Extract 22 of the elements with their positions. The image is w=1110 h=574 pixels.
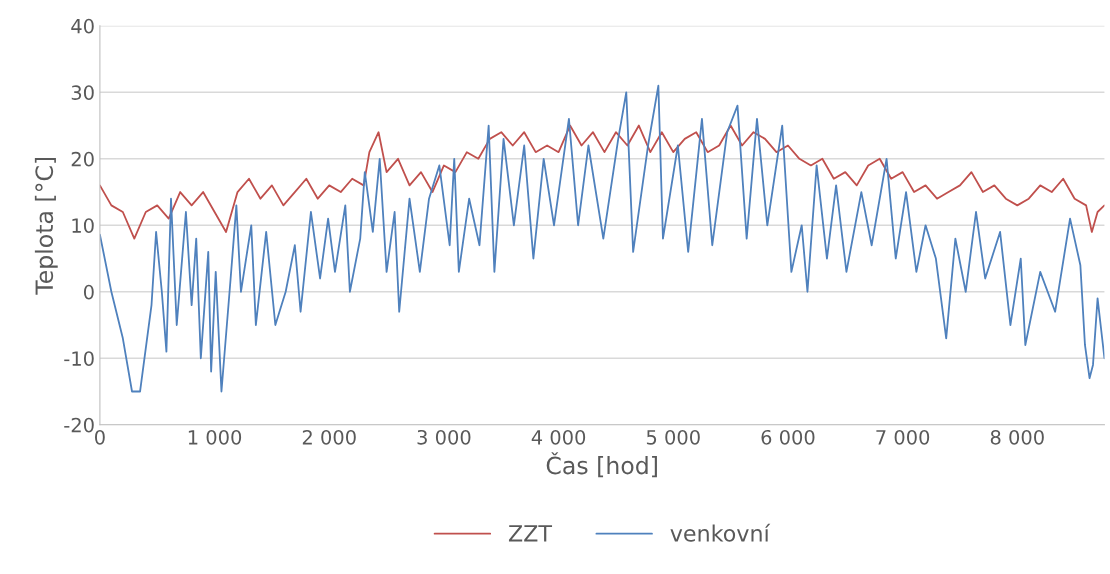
y-tick-label: 40 (71, 18, 94, 34)
y-tick-label: 30 (71, 85, 94, 100)
x-tick-label: 4 000 (531, 429, 586, 445)
y-tick-label: 20 (71, 151, 94, 167)
y-tick-label: 0 (83, 284, 94, 300)
y-tick-label: -10 (64, 351, 94, 366)
line-series (99, 124, 1105, 240)
x-tick-label: 1 000 (188, 429, 242, 445)
line-series (99, 84, 1105, 393)
x-tick-label: 5 000 (646, 429, 700, 445)
x-axis-title: Čas [hod] (546, 452, 657, 478)
x-tick-label: 0 (95, 429, 105, 445)
y-axis-title: Teplota [°C] (34, 157, 58, 295)
x-tick-label: 3 000 (417, 429, 471, 445)
x-tick-label: 7 000 (876, 429, 930, 445)
y-tick-label: -20 (64, 417, 94, 433)
y-tick-label: 10 (72, 218, 94, 233)
legend-label: ZZT (508, 525, 553, 542)
x-tick-label: 6 000 (761, 429, 815, 445)
legend-label: venkovní (670, 523, 771, 542)
x-tick-label: 2 000 (302, 429, 356, 445)
x-tick-label: 8 000 (990, 429, 1044, 445)
